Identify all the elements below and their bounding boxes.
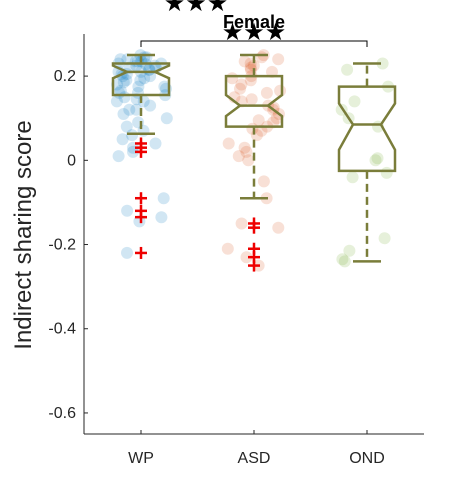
outlier-marker — [135, 246, 147, 259]
data-point — [346, 171, 359, 184]
data-point — [378, 232, 391, 245]
box-notched — [337, 85, 397, 173]
data-point — [380, 166, 393, 179]
outlier-marker — [248, 259, 260, 272]
data-point — [260, 86, 273, 99]
data-point — [143, 63, 156, 76]
data-point — [149, 137, 162, 150]
data-point — [234, 82, 246, 95]
significance-layer: ★★★★★★ — [140, 0, 368, 47]
data-point — [348, 95, 361, 108]
chart-title: Female — [223, 12, 285, 32]
data-point — [252, 114, 265, 127]
data-point — [130, 103, 143, 116]
data-point — [226, 72, 239, 85]
y-axis-label: Indirect sharing score — [10, 120, 37, 349]
y-tick-label: -0.6 — [48, 405, 76, 422]
significance-label: ★★★ — [222, 18, 287, 46]
data-point — [245, 93, 258, 106]
data-point — [272, 53, 285, 66]
data-point — [242, 154, 255, 167]
outlier-marker — [135, 192, 147, 205]
data-point — [117, 108, 130, 120]
data-point — [238, 55, 251, 68]
boxes-layer — [111, 53, 397, 272]
data-point — [155, 211, 168, 224]
box-notched — [111, 62, 171, 97]
data-point — [121, 246, 133, 259]
data-point — [117, 76, 130, 89]
data-point — [235, 78, 248, 91]
data-point — [120, 74, 133, 87]
x-tick-label: ASD — [238, 450, 271, 467]
data-point — [123, 103, 136, 116]
data-point — [238, 141, 251, 154]
data-point — [112, 150, 125, 163]
data-point — [369, 154, 382, 167]
x-ticks-layer: WP ASD OND — [128, 430, 385, 467]
data-point — [376, 57, 389, 70]
data-point — [144, 99, 157, 112]
data-point — [116, 133, 129, 146]
y-tick-label: -0.4 — [48, 321, 76, 338]
data-point — [114, 84, 127, 97]
significance-label: ★★★ — [164, 0, 229, 17]
data-point — [240, 251, 253, 264]
data-point — [158, 80, 171, 93]
data-point — [371, 152, 384, 165]
outlier-marker — [135, 145, 147, 158]
data-point — [222, 137, 235, 150]
jitter-points-layer — [110, 49, 395, 272]
data-point — [341, 63, 354, 76]
outlier-marker — [135, 211, 147, 224]
data-point — [240, 145, 253, 158]
data-point — [336, 253, 349, 266]
y-ticks-layer: -0.6 -0.4 -0.2 0 0.2 — [48, 68, 88, 422]
data-point — [121, 204, 134, 217]
data-point — [343, 244, 356, 257]
data-point — [246, 122, 259, 135]
box-notched — [224, 74, 284, 128]
data-point — [126, 129, 138, 142]
data-point — [132, 80, 145, 93]
data-point — [134, 74, 147, 87]
data-point — [247, 59, 260, 72]
data-point — [221, 242, 234, 255]
y-tick-label: 0 — [67, 152, 76, 169]
data-point — [157, 192, 170, 205]
data-point — [338, 255, 351, 268]
x-tick-label: OND — [349, 450, 385, 467]
data-point — [257, 175, 270, 188]
data-point — [110, 95, 123, 108]
outlier-marker — [248, 221, 260, 234]
data-point — [120, 120, 133, 133]
data-point — [272, 221, 285, 234]
data-point — [160, 112, 173, 125]
data-point — [235, 217, 248, 230]
data-point — [138, 72, 151, 85]
y-tick-label: 0.2 — [54, 68, 76, 85]
data-point — [232, 150, 245, 163]
y-tick-label: -0.2 — [48, 237, 76, 254]
x-tick-label: WP — [128, 450, 154, 467]
significance-bracket — [140, 40, 368, 47]
